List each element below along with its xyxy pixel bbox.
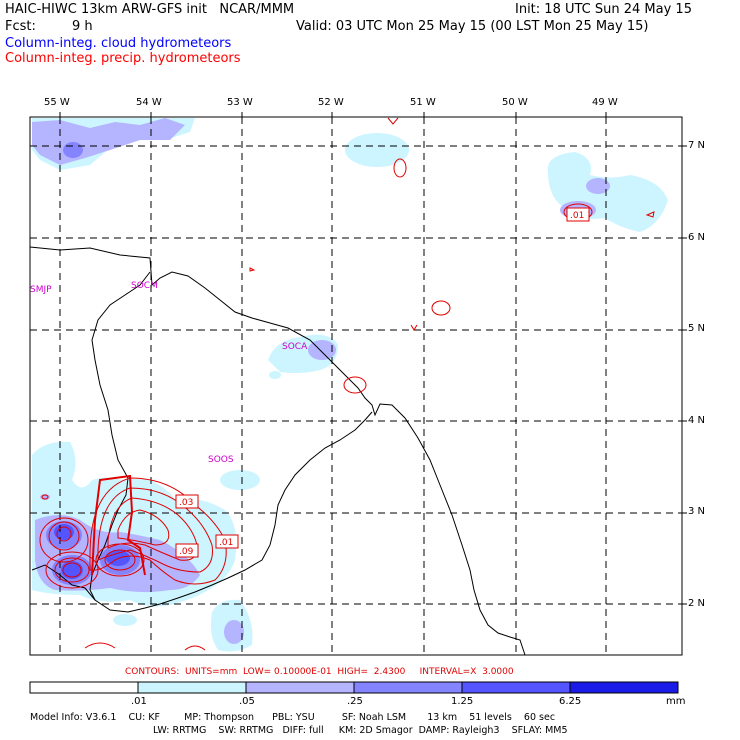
lon-label-50w: 50 W: [502, 97, 528, 108]
lon-label-54w: 54 W: [136, 97, 162, 108]
colorbar-bin-3: [353, 681, 463, 694]
lon-label-51w: 51 W: [410, 97, 436, 108]
lat-label-3n: 3 N: [688, 506, 706, 517]
contour-label-01-south: .01: [219, 538, 233, 548]
lon-label-52w: 52 W: [318, 97, 344, 108]
lat-label-2n: 2 N: [688, 598, 706, 609]
colorbar-tick-625: 6.25: [559, 696, 582, 707]
init-time: Init: 18 UTC Sun 24 May 15: [515, 2, 692, 17]
lat-label-6n: 6 N: [688, 232, 706, 243]
cloud-shading-darkest: [54, 524, 130, 579]
colorbar: [29, 681, 679, 694]
field-cloud-label: Column-integ. cloud hydrometeors: [5, 36, 232, 51]
lat-label-7n: 7 N: [688, 140, 706, 151]
contour-label-09: .09: [179, 547, 194, 557]
lat-lon-grid: [30, 117, 682, 655]
station-smjp: SMJP: [30, 285, 52, 295]
station-labels: SMJP SOCM SOCA SOOS: [30, 281, 308, 465]
field-precip-label: Column-integ. precip. hydrometeors: [5, 51, 241, 66]
colorbar-bin-5: [569, 681, 679, 694]
coastline: [29, 246, 526, 656]
station-soca: SOCA: [282, 342, 308, 352]
lat-label-4n: 4 N: [688, 415, 706, 426]
model-info-line2: LW: RRTMG SW: RRTMG DIFF: full KM: 2D Sm…: [153, 725, 568, 736]
lon-label-55w: 55 W: [44, 97, 70, 108]
station-soos: SOOS: [208, 455, 234, 465]
valid-time: Valid: 03 UTC Mon 25 May 15 (00 LST Mon …: [296, 19, 649, 34]
colorbar-bin-4: [461, 681, 571, 694]
contour-label-boxes: [175, 207, 590, 558]
colorbar-tick-125: 1.25: [451, 696, 474, 707]
contour-label-texts: .01 .03 .09 .01: [179, 211, 584, 557]
lon-label-53w: 53 W: [227, 97, 253, 108]
forecast-label: Fcst:: [5, 19, 36, 34]
lon-label-49w: 49 W: [592, 97, 618, 108]
station-socm: SOCM: [131, 281, 158, 291]
contours-info: CONTOURS: UNITS=mm LOW= 0.10000E-01 HIGH…: [125, 667, 514, 677]
colorbar-tick-05: .05: [239, 696, 255, 707]
model-title: HAIC-HIWC 13km ARW-GFS init NCAR/MMM: [5, 2, 295, 17]
colorbar-bin-2: [245, 681, 355, 694]
colorbar-tick-25: .25: [347, 696, 363, 707]
colorbar-bin-0: [29, 681, 139, 694]
contour-label-01-east: .01: [570, 211, 584, 221]
model-info-line1: Model Info: V3.6.1 CU: KF MP: Thompson P…: [30, 712, 556, 723]
colorbar-units: mm: [666, 696, 686, 707]
contour-label-03: .03: [179, 498, 193, 508]
map-frame: [29, 116, 683, 656]
forecast-hour: 9 h: [72, 19, 93, 34]
map-frame-ticks: [59, 112, 687, 605]
colorbar-bin-1: [137, 681, 247, 694]
colorbar-tick-01: .01: [131, 696, 147, 707]
precip-contour-bold: [91, 474, 146, 576]
lat-label-5n: 5 N: [688, 323, 706, 334]
